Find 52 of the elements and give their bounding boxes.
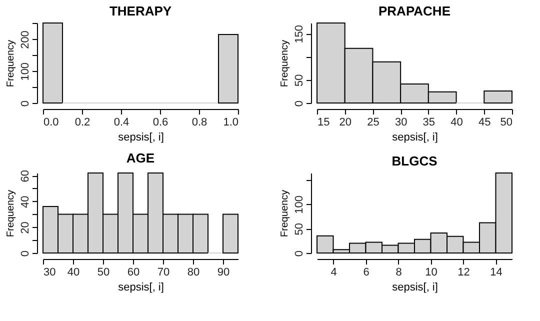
x-tick-label: 0.4 (114, 116, 130, 128)
x-tick-label: 70 (157, 266, 170, 278)
chart-title: PRAPACHE (378, 4, 451, 18)
chart-title: THERAPY (109, 4, 172, 18)
x-axis-title: sepsis[, i] (392, 132, 438, 144)
x-tick-label: 10 (425, 266, 438, 278)
x-tick-label: 6 (363, 266, 370, 278)
chart-title: AGE (126, 150, 155, 166)
y-tick-label: 20 (20, 222, 32, 234)
y-tick-label: 50 (294, 74, 306, 87)
y-axis-title: Frequency (280, 190, 290, 238)
y-tick-label: 40 (20, 196, 32, 208)
x-axis-title: sepsis[, i] (392, 282, 438, 294)
y-tick-label: 100 (20, 62, 32, 81)
x-tick-label: 15 (318, 116, 330, 128)
y-axis-title: Frequency (6, 40, 16, 88)
y-tick-label: 0 (294, 100, 306, 107)
y-tick-label: 0 (20, 100, 32, 107)
x-tick-label: 45 (478, 116, 491, 128)
x-tick-label: 40 (450, 116, 463, 128)
y-axis-title: Frequency (280, 40, 290, 88)
x-tick-label: 0.2 (74, 116, 90, 128)
x-tick-label: 8 (396, 266, 402, 278)
x-tick-label: 30 (394, 116, 408, 128)
x-tick-label: 60 (127, 266, 140, 278)
y-tick-label: 200 (20, 30, 32, 49)
x-tick-label: 0.8 (192, 116, 208, 128)
x-tick-label: 80 (187, 266, 200, 278)
x-axis-title: sepsis[, i] (118, 132, 164, 144)
x-tick-label: 40 (67, 266, 80, 278)
x-tick-label: 25 (367, 116, 380, 128)
y-tick-label: 100 (294, 196, 306, 214)
x-tick-label: 1.0 (223, 116, 238, 128)
x-tick-label: 12 (458, 266, 470, 278)
x-tick-label: 30 (44, 266, 56, 278)
x-tick-label: 35 (422, 116, 436, 128)
y-axis-title: Frequency (6, 190, 16, 238)
y-tick-label: 0 (294, 250, 306, 257)
x-tick-label: 20 (339, 116, 352, 128)
x-tick-label: 50 (97, 266, 110, 278)
y-tick-label: 50 (294, 222, 306, 236)
x-tick-label: 0.0 (44, 116, 59, 128)
y-tick-label: 0 (20, 250, 32, 257)
x-tick-label: 90 (217, 266, 230, 278)
x-tick-label: 50 (500, 116, 512, 128)
x-tick-label: 0.6 (152, 116, 168, 128)
chart-title: BLGCS (392, 154, 438, 168)
x-tick-label: 4 (330, 266, 337, 278)
y-tick-label: 60 (20, 170, 32, 182)
x-tick-label: 14 (490, 266, 502, 278)
y-tick-label: 150 (294, 24, 306, 44)
x-axis-title: sepsis[, i] (118, 282, 164, 294)
